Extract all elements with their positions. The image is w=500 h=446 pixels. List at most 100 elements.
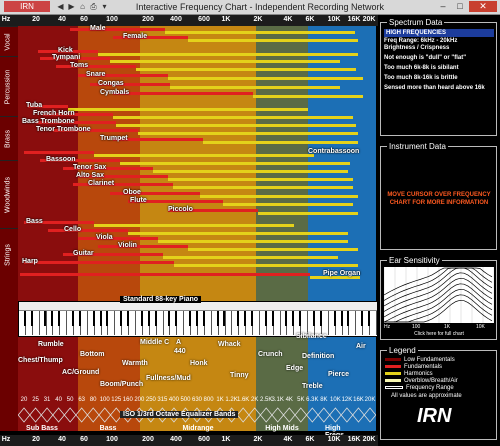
- piano-black-key: [251, 311, 253, 326]
- eq-band-diamond: [363, 407, 376, 423]
- row-female[interactable]: Female: [18, 33, 376, 42]
- eq-band-number: 100: [99, 397, 110, 403]
- close-button[interactable]: ✕: [469, 1, 497, 12]
- row-bass-trombone[interactable]: Bass Trombone: [18, 118, 376, 127]
- legend-low-fundamentals: Low Fundamentals: [385, 357, 455, 363]
- piano-black-key: [299, 311, 302, 326]
- row-clarinet[interactable]: Clarinet: [18, 180, 376, 189]
- descriptor-bottom: Bottom: [80, 351, 105, 358]
- maximize-button[interactable]: □: [457, 1, 463, 11]
- row-cymbals[interactable]: Cymbals: [18, 89, 376, 98]
- row-violin[interactable]: Violin: [18, 242, 376, 251]
- row-oboe[interactable]: Oboe: [18, 189, 376, 198]
- eq-band-diamond: [98, 407, 112, 423]
- row-guitar[interactable]: Guitar: [18, 250, 376, 259]
- row-piccolo[interactable]: Piccolo: [18, 206, 376, 215]
- row-snare[interactable]: Snare: [18, 71, 376, 80]
- row-flute[interactable]: Flute: [18, 197, 376, 206]
- row-tenor-sax[interactable]: Tenor Sax: [18, 164, 376, 173]
- ear-sensitivity-panel[interactable]: Ear Sensitivity Hz 100 1K 10K Click here…: [380, 256, 497, 340]
- eq-band-number: 3.1K: [271, 397, 284, 403]
- piano-black-key: [312, 311, 315, 326]
- eq-band-number: 20: [20, 397, 28, 403]
- descriptor-middle-c: Middle C: [140, 339, 170, 346]
- eq-band-diamond: [317, 407, 331, 423]
- row-tenor-trombone[interactable]: Tenor Trombone: [18, 126, 376, 135]
- ear-sensitivity-graph[interactable]: [384, 267, 494, 323]
- piano-black-key: [285, 311, 288, 326]
- row-harp[interactable]: Harp: [18, 258, 376, 267]
- piano-white-key: [370, 311, 377, 335]
- row-cello[interactable]: Cello: [18, 226, 376, 235]
- piano-white-key: [129, 311, 137, 335]
- row-male[interactable]: Male: [18, 25, 376, 34]
- piano-white-key: [156, 311, 164, 335]
- piano-white-key: [204, 311, 212, 335]
- ear-sensitivity-curve: [384, 277, 493, 318]
- ear-sensitivity-curve: [384, 267, 493, 296]
- ear-sensitivity-curve: [384, 283, 493, 323]
- piano-black-key: [147, 311, 150, 326]
- instrument-message: MOVE CURSOR OVER FREQUENCY CHART FOR MOR…: [387, 192, 491, 206]
- descriptor-440: 440: [174, 348, 186, 355]
- instrument-data-header: Instrument Data: [387, 142, 448, 151]
- freq-label: 10K: [327, 436, 341, 443]
- frequency-scale-top: Hz 20 40 60 100 200 400 600 1K 2K 4K 6K …: [0, 15, 378, 26]
- eq-band-number: 160: [122, 397, 133, 403]
- minimize-button[interactable]: –: [440, 1, 446, 11]
- title-bar: IRN ◀ ▶ ⌂ ⎙ ▾ Interactive Frequency Char…: [0, 0, 500, 15]
- dropdown-icon[interactable]: ▾: [102, 2, 107, 11]
- eq-band-numbers: 20 25 31 40 50 63 80 100 125 160 200 250 315 400 500 63…: [18, 397, 376, 407]
- row-trumpet[interactable]: Trumpet: [18, 135, 376, 144]
- piano-black-key: [237, 311, 240, 326]
- eq-band-diamond: [329, 407, 342, 423]
- freq-label: 6K: [305, 16, 315, 23]
- piano-black-key: [271, 311, 274, 326]
- legend-header: Legend: [387, 346, 418, 355]
- app-menu-button[interactable]: IRN: [4, 1, 50, 12]
- back-icon[interactable]: ◀: [57, 2, 64, 11]
- ear-sensitivity-curve: [384, 267, 493, 307]
- print-icon[interactable]: ⎙: [90, 2, 97, 11]
- piano-black-key: [51, 311, 54, 326]
- row-bass[interactable]: Bass: [18, 218, 376, 227]
- region-midrange: Midrange: [182, 425, 214, 432]
- piano-black-key: [92, 311, 95, 326]
- row-bassoon[interactable]: Bassoon: [18, 156, 376, 165]
- spectrum-title: HIGH FREQUENCIES: [384, 29, 494, 37]
- row-congas[interactable]: Congas: [18, 80, 376, 89]
- row-toms[interactable]: Toms: [18, 62, 376, 71]
- ear-full-chart-link[interactable]: Click here for full chart: [414, 331, 464, 337]
- descriptor-sibilance: Sibilance: [296, 333, 327, 340]
- eq-band-number: 63: [78, 397, 85, 403]
- row-french-horn[interactable]: French Horn: [18, 110, 376, 119]
- piano-white-key: [60, 311, 68, 335]
- piano-black-key: [44, 311, 47, 326]
- spectrum-data-panel: Spectrum Data HIGH FREQUENCIES Freq Rang…: [380, 18, 497, 136]
- category-brass: Brass: [0, 116, 18, 161]
- row-tympani[interactable]: Tympani: [18, 54, 376, 63]
- category-column: Vocal Percussion Brass Woodwinds Strings: [0, 26, 18, 431]
- row-alto-sax[interactable]: Alto Sax: [18, 172, 376, 181]
- eq-band-diamond: [18, 407, 31, 423]
- spectrum-subtitle: Brightness / Crispness: [384, 45, 450, 51]
- forward-icon[interactable]: ▶: [68, 2, 75, 11]
- eq-band-diamond: [340, 407, 354, 423]
- eq-band-diamond: [63, 407, 77, 423]
- region-sub-bass: Sub Bass: [26, 425, 58, 432]
- row-contrabassoon[interactable]: Contrabassoon: [18, 148, 376, 157]
- legend-harmonics: Harmonics: [385, 371, 433, 377]
- frequency-chart[interactable]: Hz 20 40 60 100 200 400 600 1K 2K 4K 6K …: [0, 15, 378, 446]
- row-viola[interactable]: Viola: [18, 234, 376, 243]
- row-pipe-organ[interactable]: Pipe Organ: [18, 270, 376, 279]
- piano-black-key: [140, 311, 143, 326]
- row-kick[interactable]: Kick: [18, 47, 376, 56]
- eq-band-number: 250: [145, 397, 156, 403]
- freq-label: 400: [170, 436, 182, 443]
- piano-black-key: [333, 311, 336, 326]
- piano-black-key: [319, 311, 322, 326]
- row-tuba[interactable]: Tuba: [18, 102, 376, 111]
- legend-note: All values are approximate: [391, 393, 462, 399]
- eq-band-number: 125: [111, 397, 122, 403]
- home-icon[interactable]: ⌂: [80, 2, 85, 11]
